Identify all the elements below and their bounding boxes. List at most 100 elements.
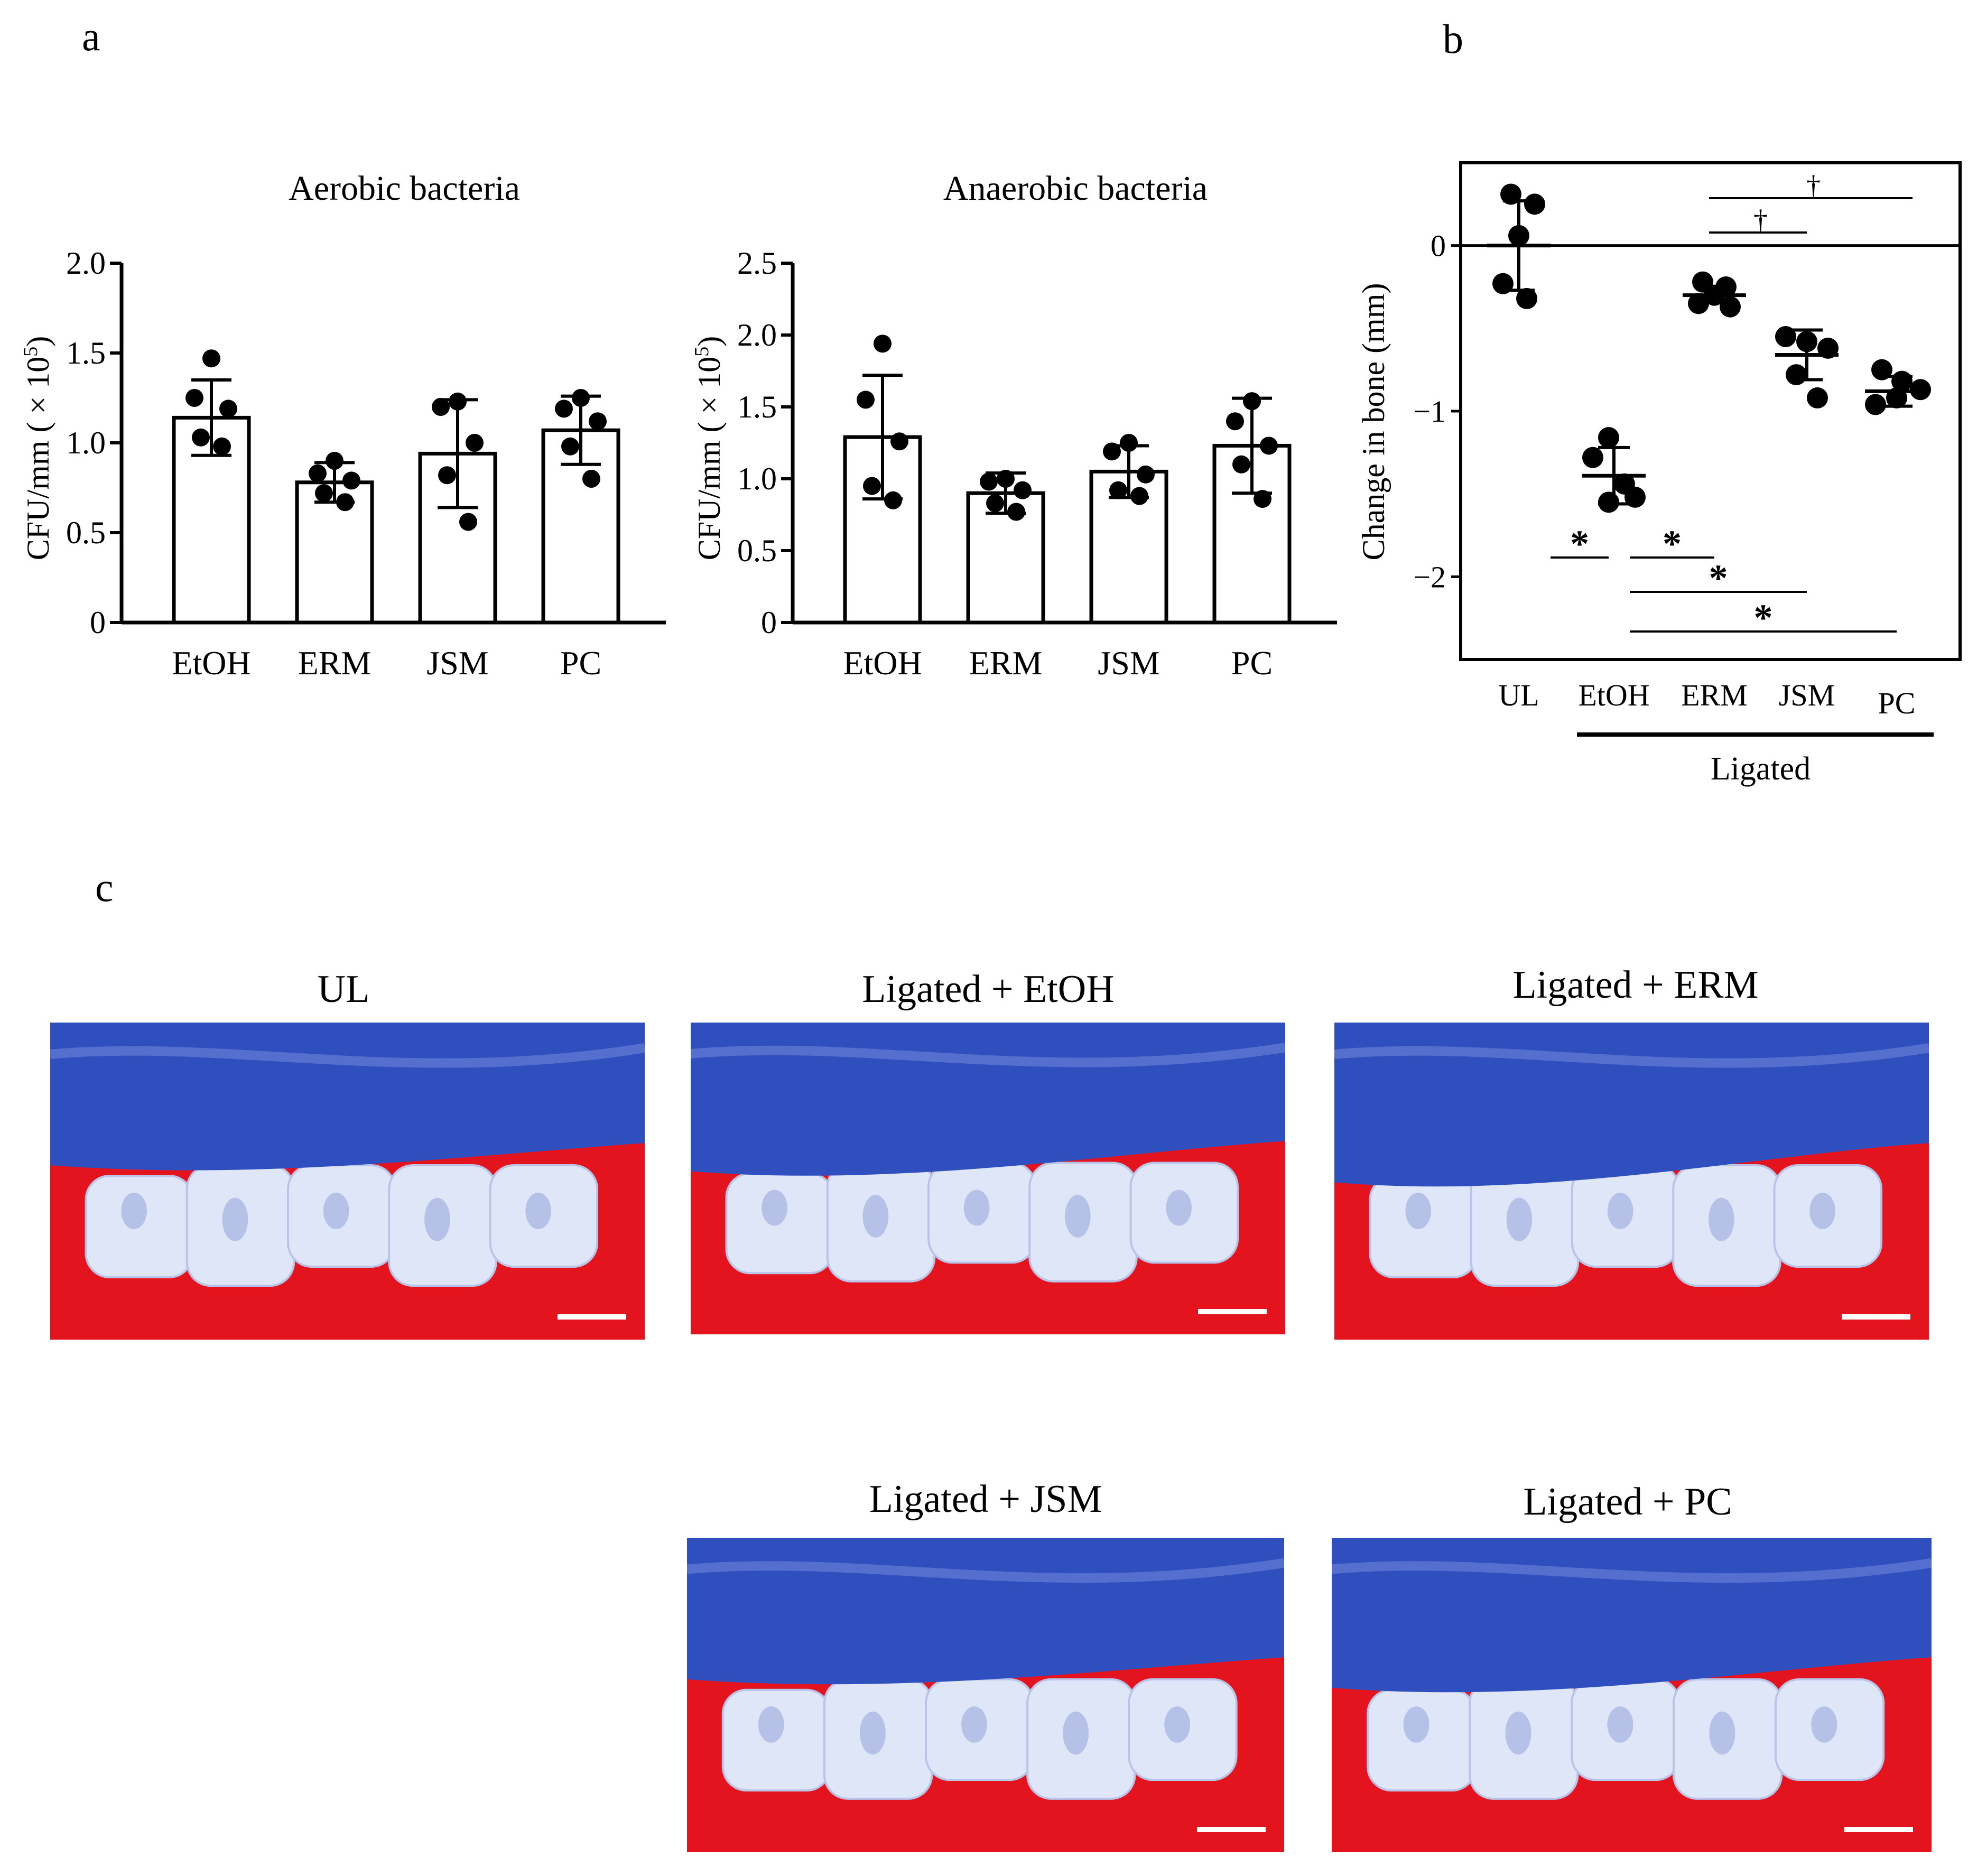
data-point: [884, 491, 902, 509]
bar-etoh: [172, 415, 251, 625]
data-point: [1817, 337, 1839, 359]
scale-bar: [1198, 1309, 1267, 1314]
data-point: [1704, 284, 1725, 306]
tissue-highlight: [691, 1043, 1285, 1067]
y-axis-label: Change in bone (mm): [1356, 283, 1391, 561]
photo-erm: [1334, 1023, 1929, 1340]
data-point: [1508, 225, 1529, 246]
star-symbol: *: [1663, 523, 1682, 565]
data-point: [1007, 503, 1025, 521]
y-tick-label: 2.0: [737, 318, 777, 352]
tooth-shade: [1405, 1192, 1431, 1229]
data-point: [555, 400, 573, 418]
tooth-shade: [963, 1190, 990, 1226]
data-point: [1120, 434, 1138, 452]
data-point: [1232, 455, 1250, 473]
bone-tissue: [50, 1023, 645, 1171]
data-point: [342, 471, 360, 490]
photo-jsm: [687, 1538, 1284, 1852]
data-point: [1598, 427, 1619, 449]
data-point: [1516, 287, 1537, 309]
ligated-group-label: Ligated: [1711, 751, 1811, 787]
tooth-shade: [961, 1706, 987, 1743]
data-point: [1524, 193, 1545, 215]
data-point: [561, 437, 579, 456]
tooth-shade: [860, 1711, 886, 1755]
data-point: [1886, 387, 1907, 408]
data-point: [326, 452, 344, 470]
photo-image: [1332, 1538, 1932, 1852]
data-point: [1103, 442, 1121, 461]
data-point: [1807, 387, 1828, 408]
tissue-highlight: [1334, 1043, 1929, 1068]
data-point: [1871, 359, 1892, 380]
tooth-shade: [1505, 1711, 1531, 1755]
y-axis-label-close: ): [21, 336, 55, 347]
data-point: [1014, 481, 1032, 499]
x-tick-label: EtOH: [172, 644, 250, 682]
bar-jsm: [418, 451, 497, 625]
data-point: [997, 470, 1015, 488]
data-point: [1910, 379, 1931, 401]
tooth-shade: [1709, 1197, 1734, 1241]
data-point: [874, 335, 892, 353]
data-point: [1582, 447, 1603, 468]
chart-anaerobic: Anaerobic bacteria CFU/mm ( × 105) 0 0.5 1.0…: [691, 169, 1337, 682]
data-point: [1891, 370, 1913, 392]
bar-erm: [295, 480, 374, 625]
data-point: [466, 434, 484, 452]
y-tick-label: −2: [1413, 560, 1446, 594]
photo-pc: [1332, 1538, 1932, 1852]
data-point: [980, 472, 998, 491]
data-point: [213, 437, 231, 456]
y-axis-label: CFU/mm ( × 105): [20, 336, 55, 561]
y-axis-label-main: CFU/mm ( × 10: [21, 357, 55, 561]
y-axis-label: CFU/mm ( × 105): [691, 336, 727, 561]
x-tick-label: ERM: [969, 644, 1043, 682]
data-point: [1598, 491, 1619, 513]
data-point: [1254, 490, 1271, 508]
tooth-shade: [1607, 1192, 1633, 1229]
dagger-symbol: †: [1753, 204, 1768, 236]
x-tick-label: PC: [1231, 644, 1273, 682]
tooth-shade: [1607, 1706, 1633, 1743]
y-tick-label: 0.5: [66, 515, 106, 550]
star-symbol: *: [1754, 597, 1773, 639]
tooth-shade: [1403, 1706, 1429, 1743]
data-point: [336, 493, 354, 512]
data-point: [459, 513, 477, 531]
scale-bar: [558, 1314, 626, 1320]
panel-label-b: b: [1443, 16, 1463, 62]
photo-image: [1334, 1023, 1929, 1340]
tooth-shade: [1811, 1706, 1837, 1743]
y-axis-label-superscript: 5: [691, 347, 713, 357]
y-tick-label: 1.5: [66, 336, 106, 370]
data-point: [438, 466, 456, 485]
photo-image: [50, 1023, 645, 1340]
y-axis-label-superscript: 5: [20, 347, 42, 357]
data-point: [309, 464, 327, 482]
tooth-shade: [1506, 1197, 1533, 1241]
star-symbol: *: [1570, 523, 1589, 565]
tooth-shade: [525, 1192, 551, 1229]
y-axis-label-close: ): [692, 336, 727, 347]
data-point: [192, 428, 210, 447]
data-point: [1796, 331, 1817, 352]
x-tick-label: JSM: [1779, 678, 1835, 712]
data-point: [589, 412, 607, 431]
star-symbol: *: [1709, 557, 1728, 599]
tooth-shade: [762, 1190, 787, 1226]
x-tick-label: EtOH: [843, 644, 922, 682]
chart-aerobic: Aerobic bacteria CFU/mm ( × 105) 0 0.5 1.0 1.…: [20, 169, 666, 682]
data-point: [1500, 183, 1521, 205]
data-point: [1775, 326, 1796, 347]
data-point: [1109, 481, 1127, 499]
dagger-symbol: †: [1806, 170, 1821, 201]
data-point: [863, 477, 881, 495]
tooth-shade: [862, 1195, 889, 1238]
scale-bar: [1842, 1314, 1910, 1320]
photo-title-etoh: Ligated + EtOH: [862, 968, 1115, 1011]
tooth-shade: [222, 1197, 248, 1241]
data-point: [185, 389, 203, 407]
tissue-highlight: [50, 1043, 645, 1068]
